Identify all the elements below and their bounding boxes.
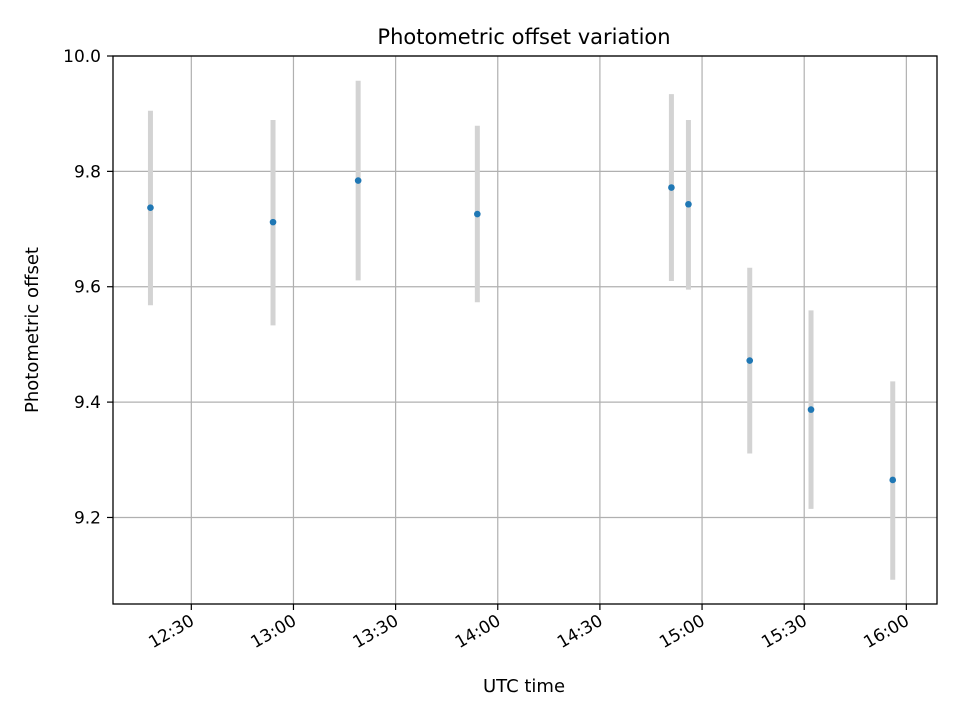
data-point <box>807 406 815 413</box>
data-point <box>474 210 481 218</box>
x-tick-label: 13:00 <box>248 611 300 653</box>
chart-title: Photometric offset variation <box>377 25 670 49</box>
x-tick-label: 14:30 <box>554 611 606 653</box>
data-points <box>147 177 897 484</box>
y-tick-label: 9.4 <box>74 393 101 413</box>
error-bars <box>147 80 896 580</box>
data-point <box>269 218 277 226</box>
y-tick-label: 9.8 <box>74 162 101 182</box>
x-tick-label: 15:00 <box>656 611 708 653</box>
x-tick-label: 13:30 <box>350 611 402 653</box>
x-axis-label: UTC time <box>483 676 565 697</box>
data-point <box>889 476 897 484</box>
plot-frame <box>112 55 938 605</box>
x-tick-label: 12:30 <box>145 611 197 653</box>
y-axis-label: Photometric offset <box>22 247 43 413</box>
x-axis-ticks: 12:30 13:00 13:30 14:00 14:30 15:00 15:30 16:00 <box>145 604 913 653</box>
data-point <box>746 357 754 364</box>
y-axis-ticks: 9.2 9.4 9.6 9.8 10.0 <box>63 47 113 528</box>
x-tick-label: 16:00 <box>860 611 912 653</box>
data-point <box>354 177 362 184</box>
data-point <box>668 184 675 191</box>
x-tick-label: 14:00 <box>452 611 504 653</box>
y-tick-label: 9.2 <box>74 508 101 528</box>
y-tick-label: 10.0 <box>63 47 101 67</box>
x-tick-label: 15:30 <box>758 611 810 653</box>
data-point <box>147 204 154 212</box>
data-point <box>685 200 692 208</box>
y-tick-label: 9.6 <box>74 278 101 298</box>
